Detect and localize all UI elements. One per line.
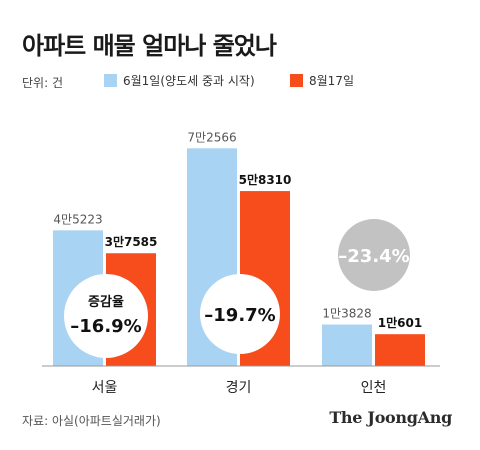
change-badge (64, 274, 148, 358)
change-badge (338, 219, 410, 291)
unit-label: 단위: 건 (22, 76, 63, 90)
legend-label-august: 8월17일 (309, 74, 354, 88)
legend-item-june: 6월1일(양도세 중과 시작) (104, 72, 255, 89)
category-label: 서울 (92, 380, 118, 396)
legend-swatch-august (290, 74, 303, 87)
badge-value: –23.4% (338, 246, 409, 267)
data-label: 3만7585 (105, 234, 158, 249)
category-label: 인천 (361, 380, 387, 396)
chart-title: 아파트 매물 얼마나 줄었나 (22, 32, 277, 60)
bar-june (322, 324, 372, 366)
badge-value: –16.9% (70, 316, 141, 337)
data-label: 4만5223 (53, 212, 102, 226)
brand-logo: The JoongAng (329, 408, 452, 427)
data-label: 1만601 (378, 315, 422, 330)
data-label: 5만8310 (239, 172, 292, 187)
legend-label-june: 6월1일(양도세 중과 시작) (123, 74, 255, 88)
legend-swatch-june (104, 74, 117, 87)
bar-august (375, 334, 425, 366)
source-note: 자료: 아실(아파트실거래가) (22, 414, 161, 428)
badge-caption: 증감율 (88, 294, 124, 310)
data-label: 7만2566 (187, 130, 236, 144)
change-badge (200, 274, 280, 354)
category-label: 경기 (226, 380, 252, 396)
data-label: 1만3828 (322, 307, 371, 321)
badge-value: –19.7% (204, 305, 275, 326)
legend-item-august: 8월17일 (290, 72, 354, 89)
